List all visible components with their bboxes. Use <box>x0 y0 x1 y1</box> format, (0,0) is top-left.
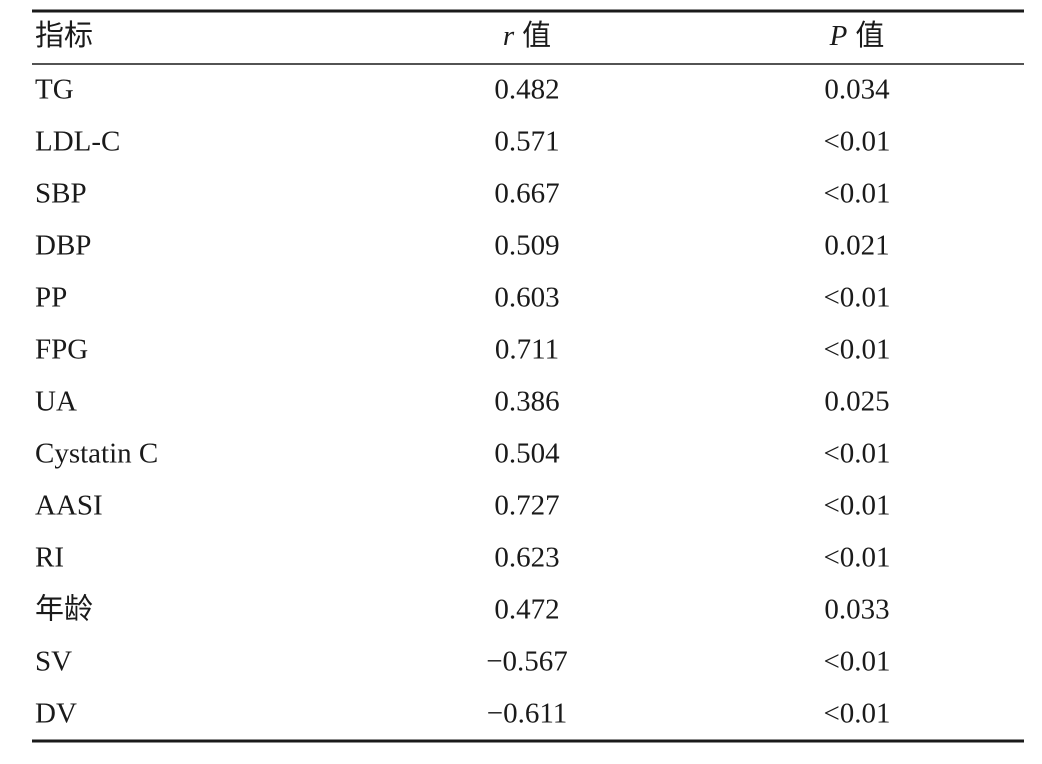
header-text: 指标 <box>35 19 93 52</box>
cell-value: 0.034 <box>824 74 890 106</box>
cell-value: <0.01 <box>823 334 890 366</box>
row-label: SV <box>35 646 72 678</box>
row-label: AASI <box>35 490 103 522</box>
cell-value: 0.504 <box>494 438 560 470</box>
cell-value: <0.01 <box>823 126 890 158</box>
cell-value: 0.509 <box>494 230 559 262</box>
cell-value: 0.482 <box>494 74 559 106</box>
cell-value: <0.01 <box>823 646 890 678</box>
cell-value: 0.472 <box>494 594 559 626</box>
cell-value: −0.611 <box>487 698 568 730</box>
cell-value: <0.01 <box>823 542 890 574</box>
row-label: UA <box>35 386 77 418</box>
row-label: PP <box>35 282 67 314</box>
row-label: Cystatin C <box>35 438 158 470</box>
cell-value: 0.603 <box>494 282 559 314</box>
row-label: LDL-C <box>35 126 120 158</box>
cell-value: 0.025 <box>824 386 889 418</box>
cell-value: 0.667 <box>494 178 559 210</box>
cell-value: <0.01 <box>823 178 890 210</box>
row-label: DBP <box>35 230 91 262</box>
cell-value: <0.01 <box>823 490 890 522</box>
cell-value: −0.567 <box>486 646 568 678</box>
header-text: 值 <box>855 19 884 52</box>
header-symbol: P <box>829 20 848 52</box>
header-cell: 指标 <box>35 19 93 52</box>
cell-value: <0.01 <box>823 698 890 730</box>
cell-value: 0.571 <box>494 126 559 158</box>
cell-value: 0.727 <box>494 490 559 522</box>
cell-value: 0.386 <box>494 386 559 418</box>
cell-value: 0.033 <box>824 594 889 626</box>
cell-value: <0.01 <box>823 282 890 314</box>
header-symbol: r <box>503 20 515 52</box>
header-text: 值 <box>522 19 551 52</box>
row-label: 年龄 <box>35 593 93 626</box>
row-label: SBP <box>35 178 87 210</box>
cell-value: 0.623 <box>494 542 559 574</box>
row-label: TG <box>35 74 74 106</box>
cell-value: 0.711 <box>495 334 559 366</box>
row-label: FPG <box>35 334 88 366</box>
row-label: RI <box>35 542 64 574</box>
cell-value: 0.021 <box>824 230 889 262</box>
row-label: DV <box>35 698 77 730</box>
cell-value: <0.01 <box>823 438 890 470</box>
